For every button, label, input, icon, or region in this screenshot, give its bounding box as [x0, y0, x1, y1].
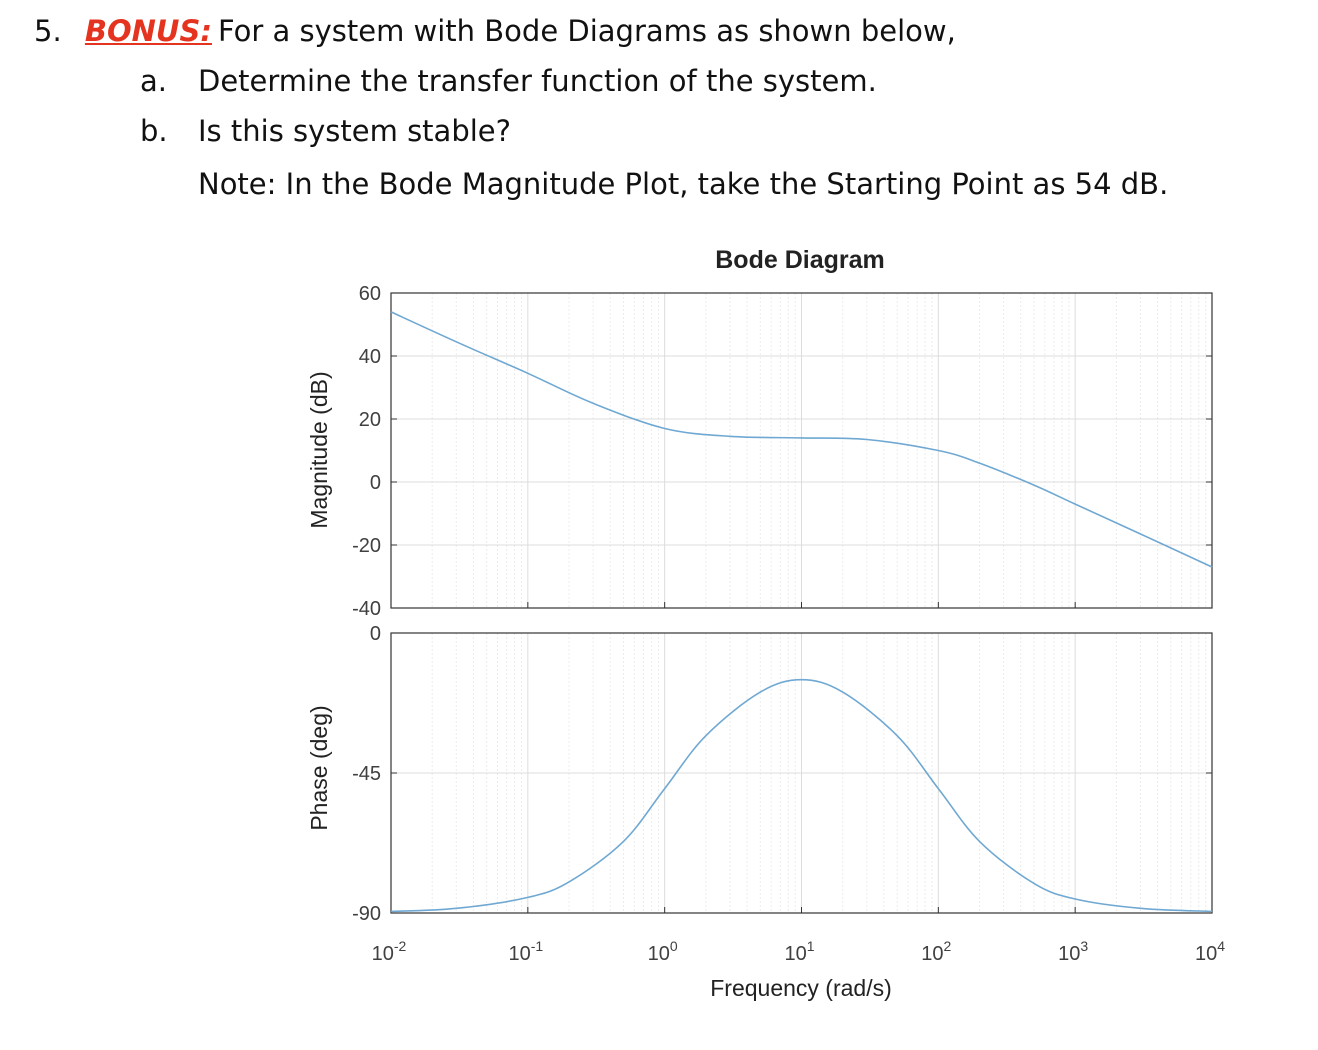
x-axis-label: Frequency (rad/s)	[710, 975, 892, 1001]
part-a-label: a.	[140, 64, 167, 98]
question-stem-text: For a system with Bode Diagrams as shown…	[217, 14, 956, 48]
question-number: 5.	[34, 14, 62, 48]
question-part-a: a. Determine the transfer function of th…	[140, 64, 877, 98]
part-a-text: Determine the transfer function of the s…	[198, 64, 877, 98]
phase-series-line	[390, 678, 1213, 913]
question-part-b: b. Is this system stable?	[140, 114, 511, 148]
phase-y-axis-label: Phase (deg)	[306, 705, 332, 830]
x-tick-label: 10-1	[508, 938, 543, 965]
phase-grid	[390, 632, 1212, 914]
part-b-label: b.	[140, 114, 168, 148]
phase-y-ticks: 0 -45 -90	[352, 623, 1212, 925]
y-tick-label: 0	[370, 623, 381, 645]
chart-title: Bode Diagram	[715, 246, 884, 274]
question-stem: 5. BONUS: For a system with Bode Diagrams…	[34, 14, 956, 48]
frequency-x-ticks: 10-2 10-1 100 101 102 103 104	[372, 602, 1225, 965]
x-tick-label: 104	[1195, 938, 1225, 965]
magnitude-y-ticks: 60 40 20 0 -20 -40	[352, 283, 1212, 620]
y-tick-label: 20	[359, 409, 381, 431]
y-tick-label: -45	[352, 763, 381, 785]
y-tick-label: -90	[352, 903, 381, 925]
y-tick-label: 0	[370, 472, 381, 494]
question-note: Note: In the Bode Magnitude Plot, take t…	[198, 167, 1169, 201]
x-tick-label: 100	[648, 938, 678, 965]
y-tick-label: 40	[359, 346, 381, 368]
y-tick-label: -20	[352, 535, 381, 557]
y-tick-label: -40	[352, 598, 381, 620]
y-tick-label: 60	[359, 283, 381, 305]
part-b-text: Is this system stable?	[198, 114, 512, 148]
x-tick-label: 102	[921, 938, 951, 965]
magnitude-y-axis-label: Magnitude (dB)	[306, 371, 332, 528]
x-tick-label: 10-2	[372, 938, 407, 965]
magnitude-series-line	[390, 311, 1213, 568]
bonus-label: BONUS:	[84, 14, 212, 48]
magnitude-grid	[390, 292, 1212, 609]
x-tick-label: 101	[784, 938, 814, 965]
x-tick-label: 103	[1058, 938, 1088, 965]
